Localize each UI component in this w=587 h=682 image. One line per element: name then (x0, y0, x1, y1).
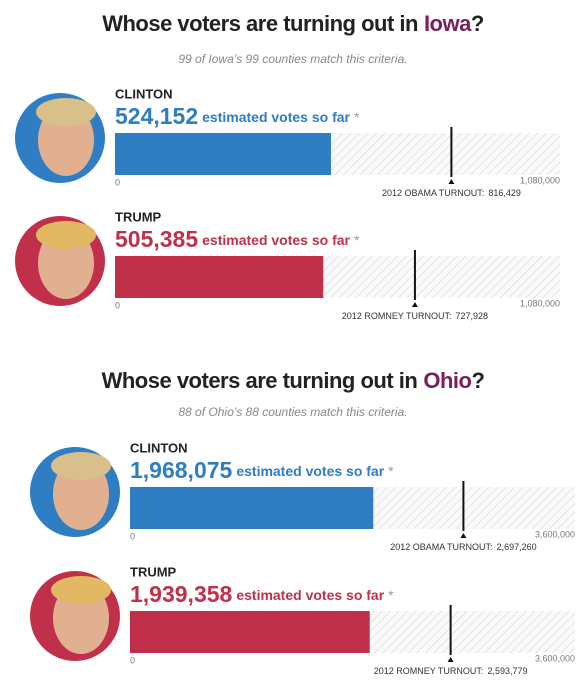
state-name: Iowa (424, 11, 472, 36)
title-end: ? (471, 11, 484, 36)
candidate-hair (36, 98, 96, 126)
subtitle: 99 of Iowa’s 99 counties match this crit… (178, 52, 407, 66)
title-end: ? (471, 368, 484, 393)
candidate-name: CLINTON (130, 440, 188, 455)
title-text: Whose voters are turning out in (102, 368, 418, 393)
asterisk: * (354, 232, 360, 248)
vote-line: 1,939,358 estimated votes so far * (130, 581, 394, 607)
vote-line: 524,152 estimated votes so far * (115, 103, 360, 129)
candidate-hair (36, 221, 96, 249)
vote-count: 1,939,358 (130, 581, 233, 607)
turnout-value: 2,697,260 (497, 542, 537, 552)
turnout-text: 2012 ROMNEY TURNOUT: (374, 666, 484, 676)
axis-label: 0 (130, 655, 135, 665)
state-name: Ohio (423, 368, 471, 393)
vote-bar (130, 611, 370, 653)
candidate-name: CLINTON (115, 86, 173, 101)
turnout-label: 2012 ROMNEY TURNOUT: 2,593,779 (374, 666, 528, 676)
vote-text: estimated votes so far (236, 587, 384, 603)
axis-label: 1,080,000 (520, 175, 560, 185)
turnout-text: 2012 OBAMA TURNOUT: (390, 542, 492, 552)
asterisk: * (354, 109, 360, 125)
turnout-marker (460, 533, 467, 538)
vote-text: estimated votes so far (202, 232, 350, 248)
turnout-label: 2012 OBAMA TURNOUT: 816,429 (382, 188, 521, 198)
turnout-marker (448, 179, 455, 184)
axis-label: 3,600,000 (535, 653, 575, 663)
turnout-value: 2,593,779 (487, 666, 527, 676)
turnout-marker (411, 302, 418, 307)
vote-count: 1,968,075 (130, 457, 233, 483)
turnout-label: 2012 OBAMA TURNOUT: 2,697,260 (390, 542, 536, 552)
turnout-value: 816,429 (488, 188, 521, 198)
candidate-name: TRUMP (130, 564, 177, 579)
axis-label: 0 (115, 300, 120, 310)
vote-text: estimated votes so far (202, 109, 350, 125)
axis-label: 0 (130, 531, 135, 541)
subtitle: 88 of Ohio’s 88 counties match this crit… (178, 405, 407, 419)
vote-text: estimated votes so far (236, 463, 384, 479)
turnout-value: 727,928 (456, 311, 489, 321)
axis-label: 3,600,000 (535, 529, 575, 539)
vote-bar (130, 487, 374, 529)
turnout-label: 2012 ROMNEY TURNOUT: 727,928 (342, 311, 488, 321)
section-title: Whose voters are turning out in Iowa? (102, 11, 484, 36)
vote-count: 524,152 (115, 103, 198, 129)
asterisk: * (388, 587, 394, 603)
turnout-marker (447, 657, 454, 662)
turnout-text: 2012 ROMNEY TURNOUT: (342, 311, 452, 321)
turnout-text: 2012 OBAMA TURNOUT: (382, 188, 484, 198)
vote-line: 505,385 estimated votes so far * (115, 226, 360, 252)
title-text: Whose voters are turning out in (102, 11, 418, 36)
vote-line: 1,968,075 estimated votes so far * (130, 457, 394, 483)
axis-label: 0 (115, 177, 120, 187)
vote-count: 505,385 (115, 226, 198, 252)
axis-label: 1,080,000 (520, 298, 560, 308)
vote-bar (115, 256, 324, 298)
candidate-name: TRUMP (115, 209, 162, 224)
asterisk: * (388, 463, 394, 479)
candidate-hair (51, 576, 111, 604)
candidate-hair (51, 452, 111, 480)
section-title: Whose voters are turning out in Ohio? (102, 368, 485, 393)
vote-bar (115, 133, 331, 175)
